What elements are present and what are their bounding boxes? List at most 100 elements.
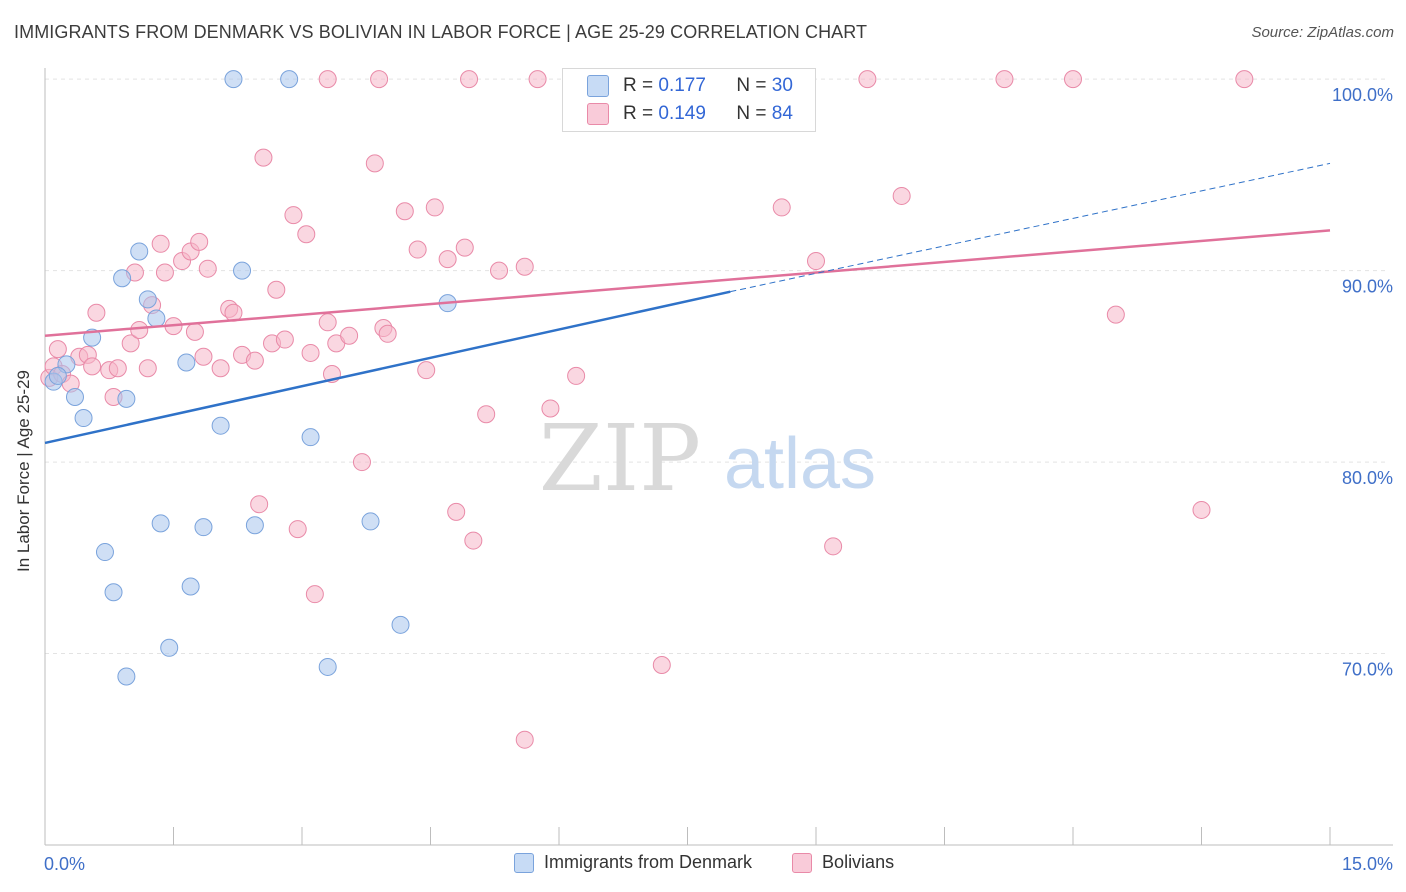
point-denmark [194, 518, 213, 537]
point-bolivians [892, 186, 911, 205]
point-denmark [181, 577, 200, 596]
x-tick-label-min: 0.0% [44, 854, 85, 874]
point-bolivians [1192, 500, 1211, 519]
tick-labels: 70.0% 80.0% 90.0% 100.0% 0.0% 15.0% [44, 85, 1393, 874]
point-bolivians [490, 261, 509, 280]
legend-row-denmark: R = 0.177 N = 30 [587, 75, 793, 97]
point-denmark [147, 309, 166, 328]
point-bolivians [528, 70, 547, 89]
point-denmark [117, 667, 136, 686]
point-bolivians [288, 520, 307, 539]
point-bolivians [652, 656, 671, 675]
correlation-legend: R = 0.177 N = 30 R = 0.149 N = 84 [562, 68, 816, 132]
point-bolivians [1106, 305, 1125, 324]
point-bolivians [130, 320, 149, 339]
point-bolivians [151, 234, 170, 253]
point-denmark [130, 242, 149, 261]
point-bolivians [858, 70, 877, 89]
point-bolivians [515, 257, 534, 276]
point-denmark [48, 366, 67, 385]
point-denmark [211, 416, 230, 435]
point-bolivians [305, 585, 324, 604]
point-denmark [160, 638, 179, 657]
point-bolivians [87, 303, 106, 322]
point-bolivians [297, 225, 316, 244]
r-value-bolivians: 0.149 [658, 103, 706, 124]
n-label: N = [736, 103, 767, 124]
point-bolivians [378, 324, 397, 343]
point-bolivians [185, 322, 204, 341]
point-denmark [245, 516, 264, 535]
point-denmark [224, 70, 243, 89]
point-bolivians [284, 206, 303, 225]
point-bolivians [408, 240, 427, 259]
trend-line-denmark [44, 290, 731, 445]
point-bolivians [275, 330, 294, 349]
point-denmark [301, 428, 320, 447]
point-denmark [233, 261, 252, 280]
point-bolivians [318, 70, 337, 89]
watermark-zip: ZIP [539, 405, 701, 512]
n-value-bolivians: 84 [771, 103, 793, 124]
point-bolivians [250, 495, 269, 514]
point-denmark [74, 409, 93, 428]
gridlines [45, 78, 1388, 655]
point-bolivians [1235, 70, 1254, 89]
point-denmark [318, 657, 337, 676]
watermark: ZIP atlas [539, 405, 876, 512]
point-bolivians [301, 343, 320, 362]
point-bolivians [83, 357, 102, 376]
y-tick-label: 90.0% [1342, 277, 1393, 297]
point-bolivians [425, 198, 444, 217]
point-denmark [95, 543, 114, 562]
point-bolivians [464, 531, 483, 550]
point-bolivians [477, 405, 496, 424]
point-denmark [177, 353, 196, 372]
denmark-swatch [587, 75, 609, 97]
point-denmark [361, 512, 380, 531]
point-bolivians [121, 334, 140, 353]
y-tick-label: 80.0% [1342, 468, 1393, 488]
point-bolivians [48, 340, 67, 359]
point-bolivians [417, 361, 436, 380]
source-label: Source: ZipAtlas.com [1251, 24, 1394, 41]
point-bolivians [340, 326, 359, 345]
r-label: R = [623, 103, 654, 124]
y-tick-label: 100.0% [1332, 85, 1393, 105]
point-bolivians [267, 280, 286, 299]
chart-title: IMMIGRANTS FROM DENMARK VS BOLIVIAN IN L… [14, 22, 868, 42]
point-denmark [151, 514, 170, 533]
point-denmark [117, 389, 136, 408]
point-bolivians [995, 70, 1014, 89]
point-bolivians [370, 70, 389, 89]
point-bolivians [541, 399, 560, 418]
legend-label-bolivians: Bolivians [822, 852, 895, 872]
point-bolivians [138, 359, 157, 378]
point-bolivians [211, 359, 230, 378]
point-denmark [138, 290, 157, 309]
point-bolivians [807, 252, 825, 271]
series-legend: Immigrants from Denmark Bolivians [514, 852, 894, 873]
x-tick-label-max: 15.0% [1342, 854, 1393, 874]
point-bolivians [108, 359, 127, 378]
point-bolivians [567, 366, 586, 385]
point-bolivians [194, 347, 213, 366]
point-bolivians [245, 351, 264, 370]
point-bolivians [254, 148, 273, 167]
point-bolivians [447, 502, 466, 521]
point-denmark [391, 615, 410, 634]
trend-line-bolivians [44, 229, 1331, 337]
r-label: R = [623, 75, 654, 96]
point-bolivians [318, 313, 337, 332]
point-bolivians [155, 263, 174, 282]
point-bolivians [824, 537, 843, 556]
point-bolivians [190, 232, 209, 251]
trend-lines [44, 162, 1331, 445]
bolivians-swatch [587, 103, 609, 125]
point-bolivians [515, 730, 534, 749]
n-value-denmark: 30 [771, 75, 793, 96]
point-denmark [104, 583, 123, 602]
point-bolivians [772, 198, 791, 217]
point-bolivians [395, 202, 414, 221]
